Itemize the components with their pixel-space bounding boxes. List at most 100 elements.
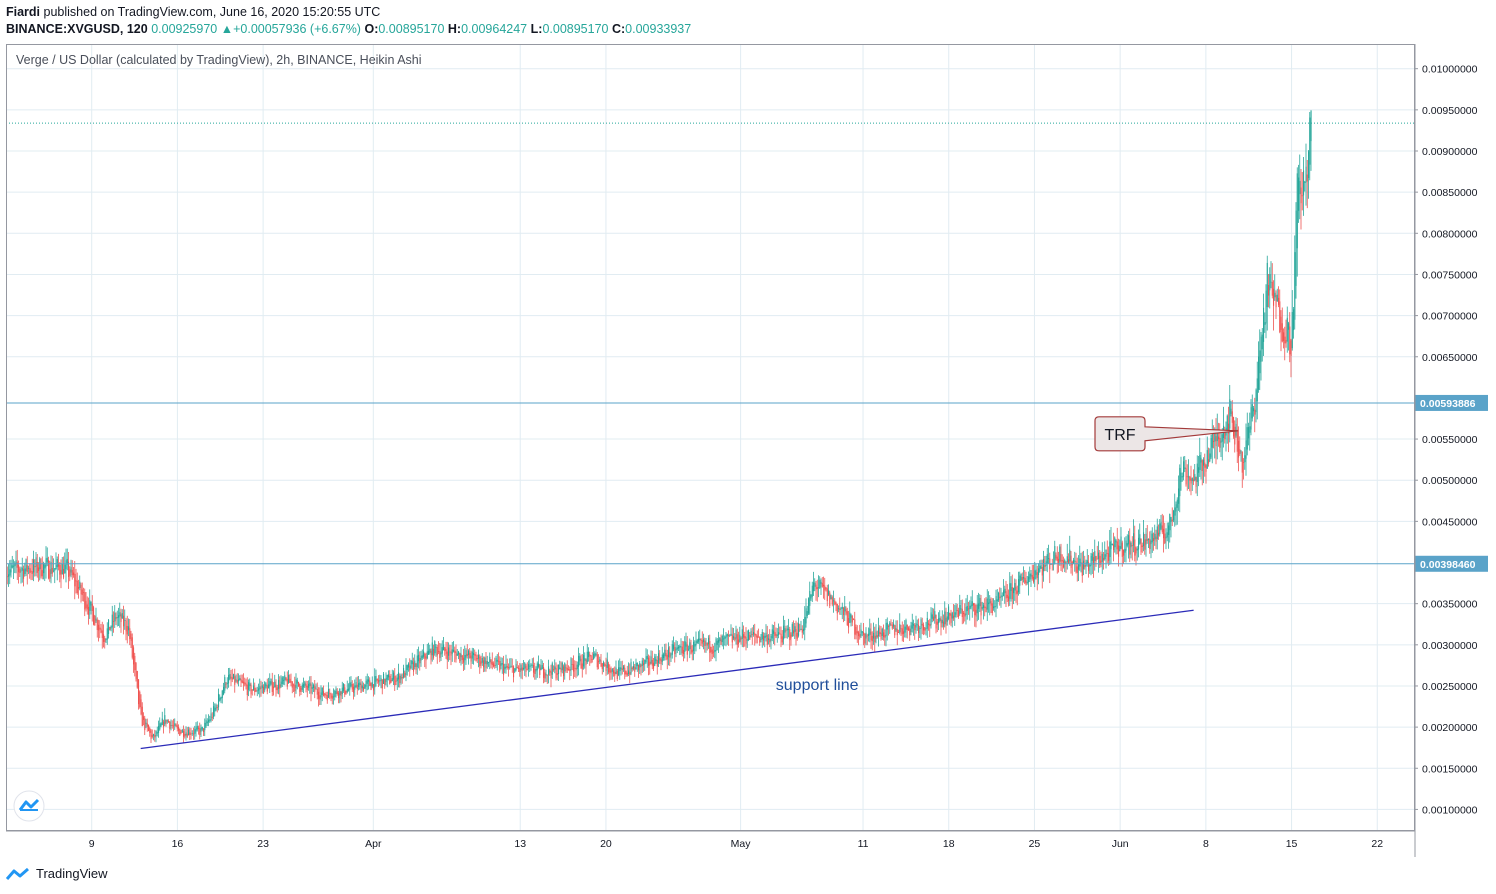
candle-body	[1038, 568, 1040, 576]
candle-body	[999, 596, 1001, 599]
candle-body	[1246, 427, 1248, 450]
tradingview-chart-logo[interactable]	[13, 790, 45, 822]
symbol-label: BINANCE:XVGUSD, 120	[6, 22, 148, 36]
candle-body	[139, 691, 141, 708]
candle-body	[1260, 336, 1262, 362]
candle-body	[918, 624, 920, 634]
candle-body	[21, 567, 23, 571]
candle-body	[181, 729, 183, 733]
candle-body	[749, 635, 751, 640]
candle-body	[1030, 573, 1032, 577]
candle-body	[563, 666, 565, 677]
candle-body	[611, 668, 613, 672]
candle-body	[206, 721, 208, 724]
candle-body	[656, 660, 658, 667]
candle-body	[448, 647, 450, 656]
candle-body	[1241, 451, 1243, 473]
candle-body	[1279, 301, 1281, 332]
candle-body	[223, 686, 225, 695]
chart-container[interactable]: 0.00593886 0.00398460 support line TRF 0.01…	[5, 44, 1490, 858]
candle-body	[165, 719, 167, 724]
candle-body	[995, 596, 997, 607]
candle-body	[311, 687, 313, 689]
candle-body	[690, 645, 692, 654]
candle-body	[725, 635, 727, 638]
candle-body	[1226, 415, 1228, 432]
candle-body	[114, 612, 116, 622]
candle-body	[1113, 544, 1115, 550]
candle-body	[186, 733, 188, 737]
candle-body	[561, 662, 563, 671]
candle-body	[694, 644, 696, 647]
candle-body	[308, 683, 310, 688]
candle-body	[1156, 526, 1158, 540]
price-chart[interactable]: 0.00593886 0.00398460 support line TRF 0.01…	[5, 44, 1490, 858]
candle-body	[698, 638, 700, 642]
price-line-badge	[1415, 394, 1488, 411]
candle-body	[246, 684, 248, 696]
candle-body	[1196, 463, 1198, 482]
candle-body	[476, 658, 478, 660]
candle-body	[939, 617, 941, 621]
footer-brand[interactable]: TradingView	[36, 866, 108, 881]
candle-body	[1165, 536, 1167, 539]
candle-body	[1011, 587, 1013, 600]
candle-body	[578, 655, 580, 667]
candle-body	[1078, 563, 1080, 570]
support-trend-line[interactable]	[140, 609, 1194, 750]
candle-body	[1095, 556, 1097, 562]
candle-body	[1274, 292, 1276, 298]
candle-body	[191, 733, 193, 735]
author-name[interactable]: Fiardi	[6, 5, 41, 19]
candle-body	[1108, 553, 1110, 561]
candle-body	[85, 600, 87, 608]
candle-body	[403, 668, 405, 678]
candle-body	[266, 685, 268, 692]
candle-body	[1115, 540, 1117, 543]
candle-body	[1206, 450, 1208, 469]
candle-body	[400, 674, 402, 680]
candle-body	[821, 582, 823, 587]
candle-body	[819, 579, 821, 588]
candle-body	[721, 636, 723, 643]
candle-body	[1005, 591, 1007, 599]
candle-body	[390, 679, 392, 683]
candle-body	[605, 664, 607, 671]
candle-body	[649, 661, 651, 666]
trf-callout[interactable]: TRF	[1094, 416, 1239, 452]
candle-body	[1236, 429, 1238, 452]
candle-body	[1086, 560, 1088, 565]
candle-body	[370, 683, 372, 690]
candle-body	[483, 660, 485, 668]
candle-body	[815, 584, 817, 590]
candle-body	[1140, 538, 1142, 553]
candle-body	[218, 693, 220, 708]
candle-body	[488, 661, 490, 663]
candle-body	[475, 654, 477, 662]
candle-body	[503, 663, 505, 675]
candle-body	[334, 691, 336, 697]
candle-body	[1293, 309, 1295, 331]
candle-body	[566, 667, 568, 671]
candle-body	[723, 638, 725, 640]
candle-body	[661, 654, 663, 662]
candle-body	[711, 649, 713, 654]
candle-body	[568, 669, 570, 670]
candle-body	[60, 569, 62, 579]
candle-body	[461, 655, 463, 661]
candle-body	[144, 718, 146, 731]
candle-body	[500, 663, 502, 666]
candle-body	[996, 599, 998, 602]
candle-body	[881, 628, 883, 636]
candle-body	[289, 678, 291, 683]
candle-body	[633, 666, 635, 669]
candle-body	[554, 666, 556, 670]
candle-body	[700, 639, 702, 642]
candle-body	[1163, 528, 1165, 539]
candle-body	[74, 573, 76, 587]
candle-body	[453, 649, 455, 652]
candle-body	[969, 605, 971, 609]
candle-body	[985, 607, 987, 612]
candle-body	[836, 603, 838, 614]
candle-body	[570, 658, 572, 671]
